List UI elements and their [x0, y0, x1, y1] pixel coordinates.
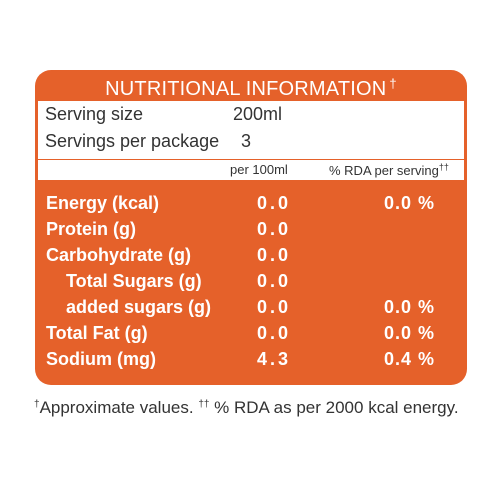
panel-title-text: NUTRITIONAL INFORMATION [105, 78, 387, 100]
serving-info-box: Serving size 200ml Servings per package … [38, 101, 464, 159]
nutrient-rda: 0.4 % [383, 349, 435, 369]
nutrient-per-100ml: 0.0 [256, 193, 291, 213]
servings-per-package-value: 3 [241, 131, 252, 151]
nutrient-per-100ml: 0.0 [256, 297, 291, 317]
nutrient-row: Total Sugars (g) 0.0 [35, 271, 467, 295]
column-header-rda-text: % RDA per serving [329, 163, 439, 178]
column-header-strip: per 100ml % RDA per serving†† [38, 160, 464, 180]
nutrient-per-100ml: 0.0 [256, 245, 291, 265]
nutrient-row: Sodium (mg) 4.3 0.4 % [35, 349, 467, 373]
footnote-mark-double: †† [198, 399, 210, 410]
nutrient-name: Energy (kcal) [46, 193, 160, 213]
nutrient-row: Protein (g) 0.0 [35, 219, 467, 243]
nutrient-name: added sugars (g) [66, 297, 212, 317]
nutrient-per-100ml: 4.3 [256, 349, 291, 369]
nutrient-row: added sugars (g) 0.0 0.0 % [35, 297, 467, 321]
nutrient-row: Total Fat (g) 0.0 0.0 % [35, 323, 467, 347]
nutrition-panel: NUTRITIONAL INFORMATION † Serving size 20… [35, 70, 467, 385]
nutrient-name: Carbohydrate (g) [46, 245, 192, 265]
footnote-mark-single: † [34, 399, 40, 410]
footnote: †Approximate values. †† % RDA as per 200… [34, 398, 474, 418]
nutrient-per-100ml: 0.0 [256, 271, 291, 291]
nutrient-name: Protein (g) [46, 219, 136, 239]
column-header-rda: % RDA per serving†† [329, 162, 449, 178]
nutrient-name: Sodium (mg) [46, 349, 156, 369]
serving-size-label: Serving size [45, 104, 144, 124]
nutrient-rda: 0.0 % [383, 323, 435, 343]
servings-per-package-label: Servings per package [45, 131, 220, 151]
serving-size-row: Serving size 200ml [45, 104, 455, 126]
footnote-rda-text: % RDA as per 2000 kcal energy. [209, 398, 459, 417]
title-footnote-mark: † [389, 76, 397, 91]
footnote-approx-text: Approximate values. [39, 398, 199, 417]
servings-per-package-row: Servings per package 3 [45, 131, 455, 153]
column-header-per-100ml: per 100ml [230, 162, 288, 177]
serving-size-value: 200ml [233, 104, 283, 124]
rda-footnote-mark: †† [438, 162, 449, 172]
nutrient-rda: 0.0 % [383, 193, 435, 213]
nutrient-per-100ml: 0.0 [256, 219, 291, 239]
nutrient-name: Total Sugars (g) [66, 271, 202, 291]
nutrient-row: Energy (kcal) 0.0 0.0 % [35, 193, 467, 217]
nutrient-name: Total Fat (g) [46, 323, 148, 343]
nutrient-rda: 0.0 % [383, 297, 435, 317]
panel-title: NUTRITIONAL INFORMATION † [35, 76, 467, 101]
nutrient-row: Carbohydrate (g) 0.0 [35, 245, 467, 269]
nutrient-per-100ml: 0.0 [256, 323, 291, 343]
